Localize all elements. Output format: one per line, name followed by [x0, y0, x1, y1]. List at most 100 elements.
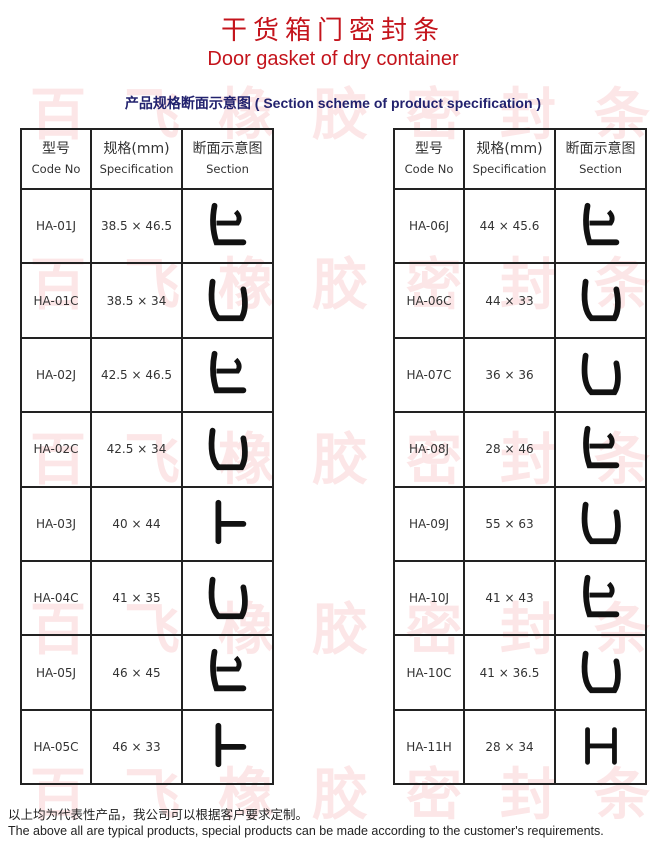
header-code-en: Code No [404, 162, 454, 176]
spec-cell: 46 × 33 [90, 708, 183, 786]
table-row: HA-11H 28 × 34 [393, 708, 647, 786]
code-cell: HA-08J [393, 411, 465, 488]
spec-table-right: 型号 Code No 规格(mm) Specification 断面示意图 Section… [393, 128, 647, 786]
spec-cell: 42.5 × 34 [90, 411, 183, 488]
section-cell [554, 708, 647, 786]
header-section-en: Section [579, 162, 622, 176]
gasket-section-icon [209, 202, 246, 245]
watermark-char: 胶 [312, 598, 368, 663]
table-row: HA-02C 42.5 × 34 [20, 411, 274, 488]
header-spec-en: Specification [99, 162, 174, 176]
code-cell: HA-10C [393, 634, 465, 711]
code-cell: HA-02C [20, 411, 92, 488]
gasket-section-icon [582, 202, 619, 245]
gasket-section-icon [582, 425, 619, 469]
spec-cell: 55 × 63 [463, 485, 556, 562]
section-cell [181, 634, 274, 711]
header-spec-en: Specification [472, 162, 547, 176]
table-row: HA-10J 41 × 43 [393, 559, 647, 637]
table-row: HA-10C 41 × 36.5 [393, 634, 647, 711]
table-row: HA-07C 36 × 36 [393, 336, 647, 414]
header-code-cn: 型号 [415, 141, 443, 157]
footer-note-en: The above all are typical products, spec… [8, 824, 604, 838]
code-cell: HA-05J [20, 634, 92, 711]
code-cell: HA-11H [393, 708, 465, 786]
gasket-section-icon [208, 576, 248, 619]
table-caption: 产品规格断面示意图 ( Section scheme of product sp… [124, 95, 542, 111]
col-section: 断面示意图 Section [554, 128, 647, 190]
page-title-en: Door gasket of dry container [207, 48, 459, 70]
section-cell [181, 411, 274, 488]
table-row: HA-01C 38.5 × 34 [20, 262, 274, 339]
gasket-section-icon [581, 650, 621, 694]
spec-cell: 46 × 45 [90, 634, 183, 711]
header-code-en: Code No [31, 162, 81, 176]
spec-cell: 38.5 × 34 [90, 262, 183, 339]
section-cell [554, 634, 647, 711]
gasket-section-icon [209, 351, 246, 394]
table-row: HA-06C 44 × 33 [393, 262, 647, 339]
col-spec: 规格(mm) Specification [463, 128, 556, 190]
table-row: HA-05C 46 × 33 [20, 708, 274, 786]
table-row: HA-01J 38.5 × 46.5 [20, 187, 274, 265]
gasket-section-icon [208, 278, 248, 322]
gasket-section-icon [582, 574, 619, 617]
section-cell [181, 485, 274, 562]
gasket-section-icon [581, 502, 621, 545]
section-cell [554, 336, 647, 414]
spec-cell: 28 × 34 [463, 708, 556, 786]
spec-cell: 42.5 × 46.5 [90, 336, 183, 414]
table-row: HA-06J 44 × 45.6 [393, 187, 647, 265]
col-spec: 规格(mm) Specification [90, 128, 183, 190]
gasket-section-icon [215, 500, 246, 545]
header-section-cn: 断面示意图 [192, 141, 263, 157]
code-cell: HA-04C [20, 559, 92, 637]
col-section: 断面示意图 Section [181, 128, 274, 190]
spec-cell: 44 × 45.6 [463, 187, 556, 265]
footer-note-cn: 以上均为代表性产品，我公司可以根据客户要求定制。 [8, 808, 309, 822]
section-cell [181, 336, 274, 414]
section-cell [181, 262, 274, 339]
gasket-section-icon [581, 278, 621, 322]
page-title: 干货箱门密封条 [220, 16, 445, 46]
code-cell: HA-10J [393, 559, 465, 637]
section-cell [181, 559, 274, 637]
spec-cell: 28 × 46 [463, 411, 556, 488]
table-header: 型号 Code No 规格(mm) Specification 断面示意图 Section [393, 128, 647, 190]
code-cell: HA-07C [393, 336, 465, 414]
spec-cell: 41 × 35 [90, 559, 183, 637]
table-row: HA-02J 42.5 × 46.5 [20, 336, 274, 414]
code-cell: HA-05C [20, 708, 92, 786]
table-row: HA-08J 28 × 46 [393, 411, 647, 488]
gasket-section-icon [581, 353, 621, 396]
table-header: 型号 Code No 规格(mm) Specification 断面示意图 Section [20, 128, 274, 190]
code-cell: HA-01C [20, 262, 92, 339]
spec-cell: 41 × 36.5 [463, 634, 556, 711]
table-row: HA-04C 41 × 35 [20, 559, 274, 637]
section-cell [554, 262, 647, 339]
header-section-en: Section [206, 162, 249, 176]
header-spec-cn: 规格(mm) [103, 141, 170, 157]
spec-cell: 36 × 36 [463, 336, 556, 414]
gasket-section-icon [209, 648, 246, 692]
code-cell: HA-06C [393, 262, 465, 339]
spec-cell: 44 × 33 [463, 262, 556, 339]
table-row: HA-09J 55 × 63 [393, 485, 647, 562]
watermark-char: 胶 [312, 428, 368, 493]
col-code: 型号 Code No [393, 128, 465, 190]
section-cell [554, 485, 647, 562]
gasket-section-icon [215, 723, 246, 768]
spec-cell: 41 × 43 [463, 559, 556, 637]
spec-cell: 40 × 44 [90, 485, 183, 562]
code-cell: HA-09J [393, 485, 465, 562]
table-row: HA-03J 40 × 44 [20, 485, 274, 562]
gasket-section-icon [584, 727, 617, 766]
spec-table-left: 型号 Code No 规格(mm) Specification 断面示意图 Section… [20, 128, 274, 786]
header-section-cn: 断面示意图 [565, 141, 636, 157]
code-cell: HA-02J [20, 336, 92, 414]
section-cell [554, 187, 647, 265]
section-cell [181, 187, 274, 265]
section-cell [181, 708, 274, 786]
code-cell: HA-06J [393, 187, 465, 265]
code-cell: HA-01J [20, 187, 92, 265]
